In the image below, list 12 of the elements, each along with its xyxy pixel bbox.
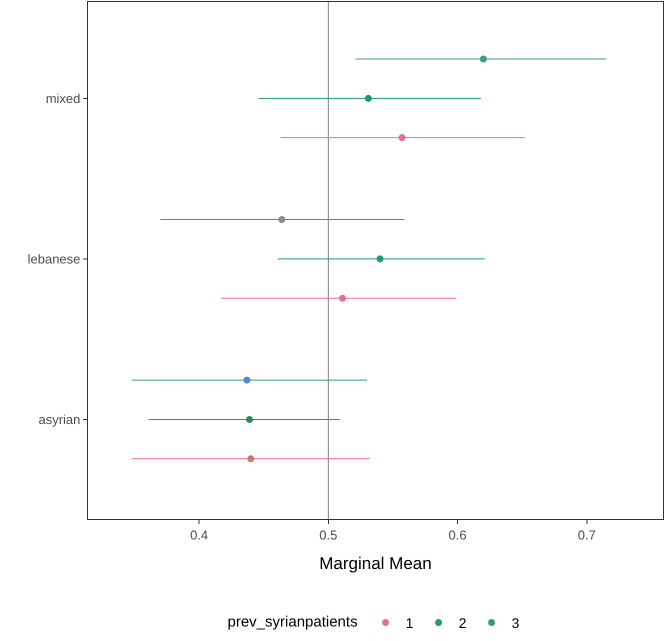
x-tick-label: 0.6 xyxy=(448,528,467,543)
y-tick-label: lebanese xyxy=(28,251,80,266)
legend-label: 3 xyxy=(512,614,520,631)
y-tick-label: asyrian xyxy=(38,412,80,427)
legend-label: 1 xyxy=(406,614,414,631)
legend-title: prev_syrianpatients xyxy=(228,613,358,630)
x-tick-label: 0.5 xyxy=(319,528,338,543)
y-tick-label: mixed xyxy=(46,90,80,106)
legend-label: 2 xyxy=(458,614,467,631)
x-axis-title: Marginal Mean xyxy=(319,554,432,573)
x-tick-label: 0.4 xyxy=(190,528,208,543)
x-tick-label: 0.7 xyxy=(578,528,596,543)
